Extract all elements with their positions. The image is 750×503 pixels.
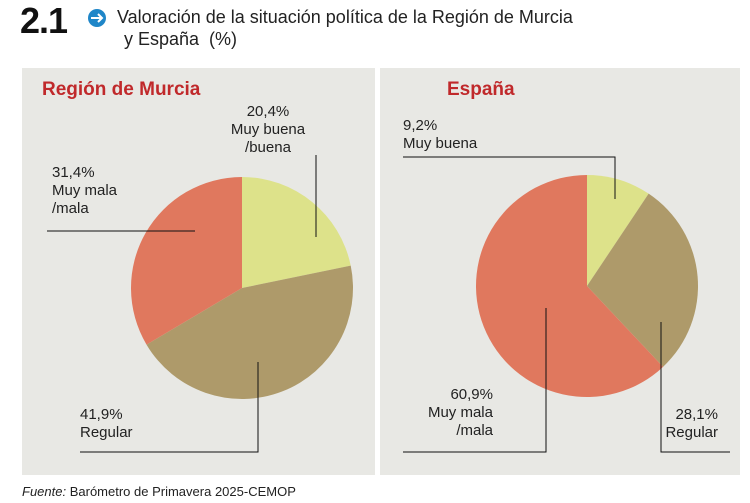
slice-label: 20,4% Muy buena /buena bbox=[222, 103, 314, 157]
category-label: Muy buena /buena bbox=[230, 121, 306, 156]
value-label: 31,4% bbox=[52, 164, 95, 181]
source-label: Fuente: bbox=[22, 484, 67, 499]
source-text: Barómetro de Primavera 2025-CEMOP bbox=[69, 484, 296, 499]
pie-slice bbox=[131, 177, 242, 345]
value-label: 20,4% bbox=[246, 103, 290, 120]
slice-label: 60,9% Muy mala /mala bbox=[405, 386, 493, 440]
leader-line bbox=[403, 308, 547, 453]
title-line: y España (%) bbox=[124, 29, 238, 49]
pie-slice bbox=[475, 175, 664, 398]
value-label: 41,9% bbox=[80, 406, 123, 423]
panel-title: Región de Murcia bbox=[42, 79, 201, 100]
value-label: 28,1% bbox=[675, 406, 718, 423]
pie-slice bbox=[146, 265, 353, 400]
value-label: 9,2% bbox=[403, 117, 438, 134]
panel-title: España bbox=[447, 79, 515, 100]
leader-line bbox=[403, 156, 616, 199]
slice-label: 31,4% Muy mala /mala bbox=[52, 164, 127, 218]
category-label: Muy buena bbox=[403, 135, 478, 152]
pie-slice bbox=[587, 193, 699, 367]
source: Fuente: Barómetro de Primavera 2025-CEMO… bbox=[22, 484, 296, 499]
slice-label: 9,2% Muy buena bbox=[403, 117, 513, 153]
title-line: Valoración de la situación política de l… bbox=[117, 7, 573, 27]
leader-line bbox=[80, 362, 259, 453]
category-label: Regular bbox=[665, 424, 718, 441]
category-label: Muy mala /mala bbox=[52, 182, 118, 217]
arrow-icon-glyph bbox=[91, 13, 104, 23]
category-label: Muy mala /mala bbox=[427, 404, 493, 439]
leader-line bbox=[660, 322, 730, 453]
slice-label: 28,1% Regular bbox=[648, 406, 718, 442]
pie-slice bbox=[587, 175, 649, 286]
pie-slice bbox=[242, 177, 351, 288]
category-label: Regular bbox=[80, 424, 133, 441]
slice-label: 41,9% Regular bbox=[80, 406, 160, 442]
value-label: 60,9% bbox=[450, 386, 493, 403]
figure-number: 2.1 bbox=[20, 0, 68, 41]
